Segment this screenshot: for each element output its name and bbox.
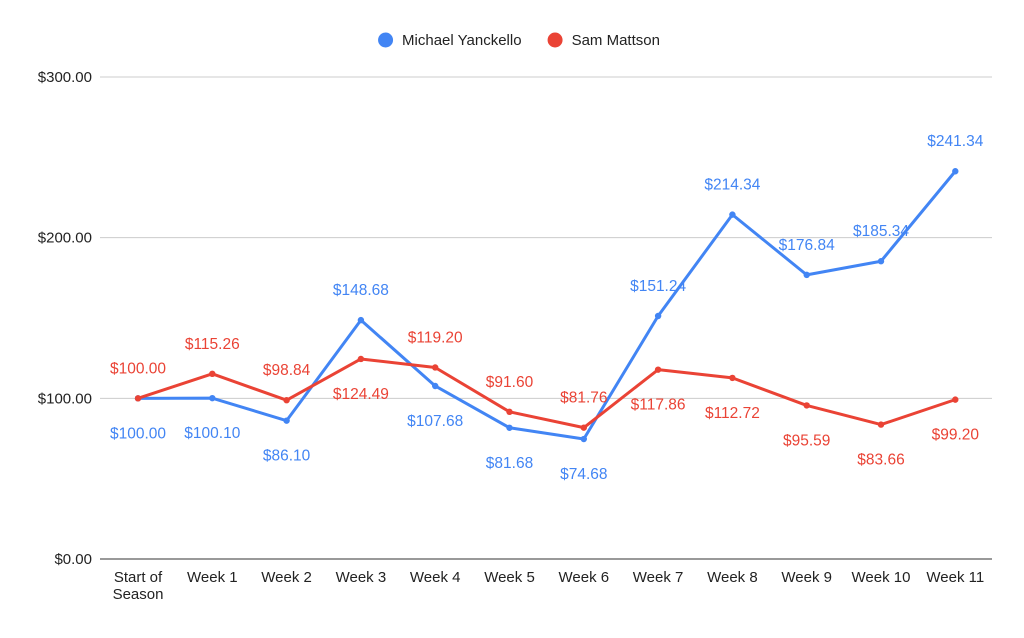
x-tick-label: Week 2 — [261, 569, 312, 586]
data-point — [877, 258, 885, 265]
x-tick-label: Week 11 — [926, 569, 984, 586]
data-label: $81.76 — [560, 390, 607, 407]
x-tick-label: Start of — [114, 569, 163, 586]
data-label: $81.68 — [486, 455, 533, 472]
legend-swatch — [547, 32, 563, 48]
data-label: $119.20 — [408, 329, 463, 346]
data-point — [209, 394, 216, 402]
data-label: $151.24 — [630, 278, 686, 295]
data-point — [580, 424, 587, 431]
data-label: $185.34 — [853, 223, 909, 240]
x-tick-label: Week 4 — [410, 569, 461, 586]
data-label: $100.10 — [184, 425, 240, 442]
data-point — [357, 316, 365, 324]
data-label: $100.00 — [110, 425, 166, 442]
x-tick-label: Week 3 — [336, 569, 387, 586]
y-tick-label: $0.00 — [54, 551, 92, 568]
data-point — [357, 355, 365, 363]
data-point — [209, 370, 216, 378]
x-tick-label: Week 8 — [707, 569, 758, 586]
data-point — [506, 408, 513, 416]
data-point — [877, 421, 885, 428]
x-tick-label: Week 7 — [633, 569, 684, 586]
data-label: $117.86 — [631, 397, 686, 414]
x-tick-label: Week 6 — [559, 569, 610, 586]
data-point — [432, 382, 439, 390]
data-point — [952, 168, 959, 175]
series-line-1 — [136, 357, 957, 430]
legend-label: Michael Yanckello — [402, 32, 522, 49]
data-label: $86.10 — [263, 448, 311, 465]
data-label: $98.84 — [263, 362, 311, 379]
data-point — [506, 424, 513, 431]
data-label: $83.66 — [857, 452, 904, 469]
data-point — [432, 364, 439, 371]
data-point — [803, 402, 810, 409]
data-label: $176.84 — [779, 237, 835, 254]
data-label: $91.60 — [486, 374, 534, 391]
data-point — [729, 374, 736, 382]
data-point — [654, 366, 662, 373]
series-line-0 — [136, 169, 957, 441]
data-label: $95.59 — [783, 432, 830, 449]
data-point — [283, 396, 290, 404]
data-point — [283, 417, 290, 424]
data-point — [952, 396, 959, 403]
y-tick-label: $200.00 — [38, 230, 92, 247]
data-label: $214.34 — [704, 177, 760, 194]
x-tick-label: Season — [113, 586, 164, 603]
data-point — [134, 395, 142, 402]
data-label: $124.49 — [333, 386, 389, 403]
legend-label: Sam Mattson — [572, 32, 660, 49]
data-label: $74.68 — [560, 466, 607, 483]
data-label: $100.00 — [110, 360, 166, 377]
data-point — [803, 271, 810, 279]
legend-swatch — [378, 32, 394, 48]
x-tick-label: Week 9 — [781, 569, 832, 586]
x-tick-label: Week 1 — [187, 569, 238, 586]
data-point — [580, 435, 587, 443]
data-label: $107.68 — [407, 413, 463, 430]
data-label: $112.72 — [705, 405, 760, 422]
data-point — [729, 211, 736, 218]
data-label: $241.34 — [927, 133, 983, 150]
data-label: $115.26 — [185, 336, 240, 353]
x-tick-label: Week 5 — [484, 569, 535, 586]
y-tick-label: $300.00 — [38, 69, 92, 86]
data-label: $99.20 — [932, 427, 980, 444]
data-label: $148.68 — [333, 282, 389, 299]
y-tick-label: $100.00 — [38, 390, 92, 407]
data-point — [654, 312, 662, 320]
legend: Michael Yanckello Sam Mattson — [378, 32, 660, 49]
x-tick-label: Week 10 — [852, 569, 911, 586]
